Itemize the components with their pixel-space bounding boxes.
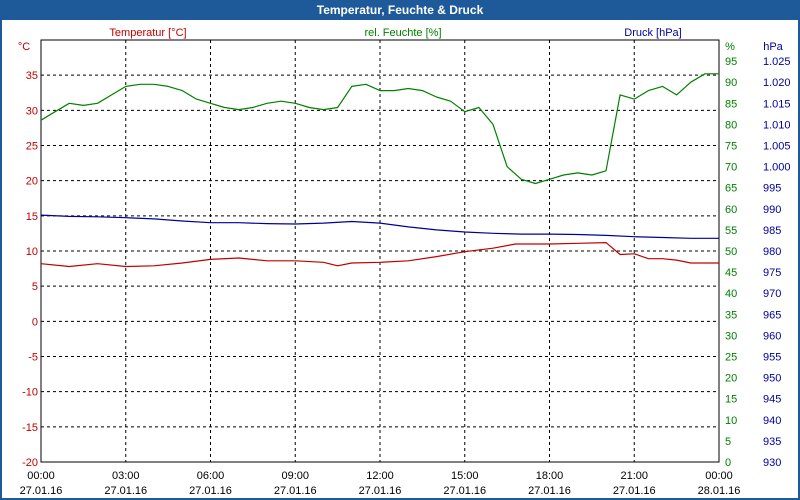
pressure-tick-label: 1.025 bbox=[763, 56, 791, 68]
x-tick-date-label: 27.01.16 bbox=[443, 485, 486, 497]
x-tick-time-label: 21:00 bbox=[620, 470, 648, 482]
humidity-tick-label: 25 bbox=[725, 352, 737, 364]
x-tick-time-label: 15:00 bbox=[451, 470, 479, 482]
humidity-tick-label: 0 bbox=[725, 457, 731, 469]
humidity-tick-label: 5 bbox=[725, 436, 731, 448]
x-tick-time-label: 12:00 bbox=[366, 470, 394, 482]
pressure-tick-label: 935 bbox=[763, 436, 781, 448]
pressure-tick-label: 980 bbox=[763, 246, 781, 258]
x-tick-time-label: 00:00 bbox=[27, 470, 55, 482]
pressure-tick-label: 990 bbox=[763, 204, 781, 216]
humidity-tick-label: 85 bbox=[725, 98, 737, 110]
humidity-tick-label: 65 bbox=[725, 183, 737, 195]
plot-border bbox=[40, 39, 720, 463]
humidity-tick-label: 40 bbox=[725, 288, 737, 300]
pressure-tick-label: 945 bbox=[763, 394, 781, 406]
legend-pressure: Druck [hPa] bbox=[624, 27, 681, 39]
humidity-tick-label: 50 bbox=[725, 246, 737, 258]
series-line-temperature bbox=[40, 242, 719, 268]
humidity-tick-label: 75 bbox=[725, 141, 737, 153]
temperature-tick-label: 10 bbox=[26, 246, 38, 258]
humidity-tick-label: 35 bbox=[725, 309, 737, 321]
temperature-unit-label: °C bbox=[18, 41, 30, 53]
humidity-tick-label: 55 bbox=[725, 225, 737, 237]
x-tick-time-label: 00:00 bbox=[705, 470, 733, 482]
humidity-tick-label: 80 bbox=[725, 119, 737, 131]
temperature-tick-label: 25 bbox=[26, 141, 38, 153]
x-tick-date-label: 27.01.16 bbox=[104, 485, 147, 497]
pressure-tick-label: 1.005 bbox=[763, 141, 791, 153]
x-tick-time-label: 18:00 bbox=[536, 470, 564, 482]
pressure-tick-label: 1.020 bbox=[763, 77, 791, 89]
humidity-tick-label: 20 bbox=[725, 373, 737, 385]
temperature-tick-label: 30 bbox=[26, 105, 38, 117]
pressure-tick-label: 930 bbox=[763, 457, 781, 469]
pressure-unit-label: hPa bbox=[763, 41, 783, 53]
pressure-tick-label: 950 bbox=[763, 373, 781, 385]
legend-temperature: Temperatur [°C] bbox=[109, 27, 186, 39]
humidity-tick-label: 90 bbox=[725, 77, 737, 89]
temperature-tick-label: -5 bbox=[28, 352, 38, 364]
humidity-tick-label: 10 bbox=[725, 415, 737, 427]
temperature-tick-label: -10 bbox=[22, 387, 38, 399]
window-title: Temperatur, Feuchte & Druck bbox=[316, 3, 484, 17]
temperature-tick-label: -15 bbox=[22, 422, 38, 434]
humidity-tick-label: 45 bbox=[725, 267, 737, 279]
humidity-tick-label: 95 bbox=[725, 56, 737, 68]
pressure-tick-label: 1.015 bbox=[763, 98, 791, 110]
humidity-tick-label: 30 bbox=[725, 330, 737, 342]
x-tick-date-label: 27.01.16 bbox=[359, 485, 402, 497]
temperature-tick-label: 20 bbox=[26, 176, 38, 188]
x-tick-date-label: 27.01.16 bbox=[528, 485, 571, 497]
pressure-tick-label: 955 bbox=[763, 352, 781, 364]
pressure-tick-label: 985 bbox=[763, 225, 781, 237]
pressure-tick-label: 1.010 bbox=[763, 119, 791, 131]
pressure-tick-label: 975 bbox=[763, 267, 781, 279]
x-tick-time-label: 06:00 bbox=[197, 470, 225, 482]
temperature-tick-label: 5 bbox=[32, 281, 38, 293]
pressure-tick-label: 965 bbox=[763, 309, 781, 321]
legend-humidity: rel. Feuchte [%] bbox=[364, 27, 441, 39]
x-tick-time-label: 09:00 bbox=[281, 470, 309, 482]
temperature-tick-label: 35 bbox=[26, 70, 38, 82]
temperature-tick-label: 15 bbox=[26, 211, 38, 223]
pressure-tick-label: 970 bbox=[763, 288, 781, 300]
x-tick-date-label: 27.01.16 bbox=[20, 485, 63, 497]
pressure-tick-label: 940 bbox=[763, 415, 781, 427]
humidity-tick-label: 70 bbox=[725, 162, 737, 174]
x-tick-date-label: 27.01.16 bbox=[613, 485, 656, 497]
humidity-unit-label: % bbox=[725, 41, 735, 53]
pressure-tick-label: 995 bbox=[763, 183, 781, 195]
x-tick-time-label: 03:00 bbox=[112, 470, 140, 482]
x-tick-date-label: 27.01.16 bbox=[189, 485, 232, 497]
series-line-pressure bbox=[40, 214, 719, 239]
humidity-tick-label: 60 bbox=[725, 204, 737, 216]
pressure-tick-label: 1.000 bbox=[763, 162, 791, 174]
humidity-tick-label: 15 bbox=[725, 394, 737, 406]
x-tick-date-label: 27.01.16 bbox=[274, 485, 317, 497]
pressure-tick-label: 960 bbox=[763, 330, 781, 342]
temperature-tick-label: -20 bbox=[22, 457, 38, 469]
series-line-humidity bbox=[40, 73, 719, 185]
temperature-tick-label: 0 bbox=[32, 316, 38, 328]
x-tick-date-label: 28.01.16 bbox=[698, 485, 741, 497]
